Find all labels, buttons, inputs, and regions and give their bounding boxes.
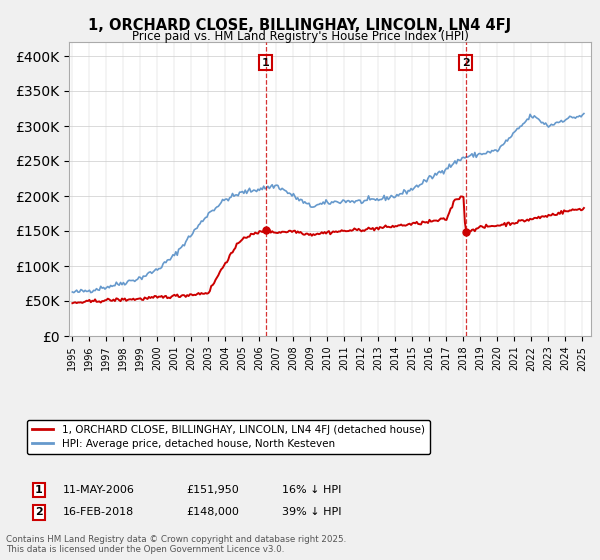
Text: 2: 2 <box>461 58 469 68</box>
Text: £148,000: £148,000 <box>186 507 239 517</box>
Text: £151,950: £151,950 <box>186 485 239 495</box>
Text: Price paid vs. HM Land Registry's House Price Index (HPI): Price paid vs. HM Land Registry's House … <box>131 30 469 43</box>
Text: Contains HM Land Registry data © Crown copyright and database right 2025.
This d: Contains HM Land Registry data © Crown c… <box>6 535 346 554</box>
Text: 1: 1 <box>35 485 43 495</box>
Text: 2: 2 <box>35 507 43 517</box>
Text: 1, ORCHARD CLOSE, BILLINGHAY, LINCOLN, LN4 4FJ: 1, ORCHARD CLOSE, BILLINGHAY, LINCOLN, L… <box>88 18 512 34</box>
Text: 1: 1 <box>262 58 269 68</box>
Text: 11-MAY-2006: 11-MAY-2006 <box>63 485 135 495</box>
Legend: 1, ORCHARD CLOSE, BILLINGHAY, LINCOLN, LN4 4FJ (detached house), HPI: Average pr: 1, ORCHARD CLOSE, BILLINGHAY, LINCOLN, L… <box>27 419 430 454</box>
Text: 39% ↓ HPI: 39% ↓ HPI <box>282 507 341 517</box>
Text: 16-FEB-2018: 16-FEB-2018 <box>63 507 134 517</box>
Text: 16% ↓ HPI: 16% ↓ HPI <box>282 485 341 495</box>
